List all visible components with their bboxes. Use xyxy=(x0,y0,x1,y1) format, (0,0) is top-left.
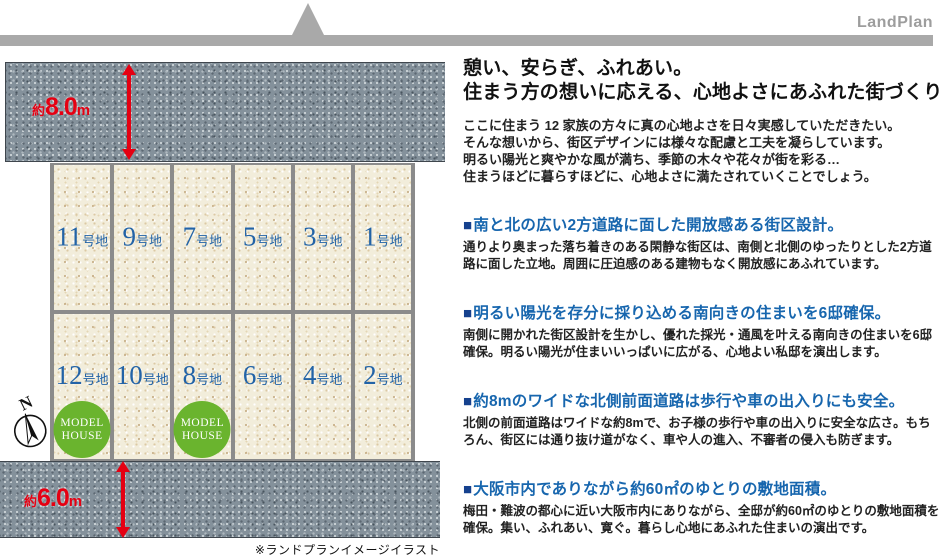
page-title-line1: 憩い、安らぎ、ふれあい。 xyxy=(463,58,693,79)
landplan-logo: LandPlan xyxy=(856,14,933,31)
intro-line: ここに住まう 12 家族の方々に真の心地よさを日々実感していただきたい。 xyxy=(463,118,901,133)
page-title: 憩い、安らぎ、ふれあい。 住まう方の想いに応える、心地よさにあふれた街づくり。 xyxy=(463,57,940,104)
section-heading: ■南と北の広い2方道路に面した開放感ある街区設計。 xyxy=(463,217,844,234)
lot-number: 1号地 xyxy=(363,220,403,251)
intro-line: 住まうほどに暮らすほどに、心地よさに満たされていくことでしょう。 xyxy=(463,169,877,184)
lot-3: 3号地 xyxy=(294,165,351,310)
bullet-square-icon: ■ xyxy=(463,393,473,410)
road-north: 約8.0m xyxy=(5,62,445,162)
lot-12: 12号地 MODEL HOUSE xyxy=(53,314,111,459)
lot-number: 4号地 xyxy=(302,360,343,390)
lot-10: 10号地 xyxy=(114,314,171,459)
lot-number: 6号地 xyxy=(242,360,283,390)
lot-11: 11号地 xyxy=(54,165,111,310)
section-heading: ■大阪市内でありながら約60㎡のゆとりの敷地面積。 xyxy=(463,481,837,498)
bullet-square-icon: ■ xyxy=(463,217,473,234)
model-house-badge: MODEL HOUSE xyxy=(173,401,231,458)
dimension-arrow-north xyxy=(122,64,136,160)
section-body: 梅田・難波の都心に近い大阪市内にありながら、全邸が約60㎡のゆとりの敷地面積を確… xyxy=(463,504,940,535)
lot-7: 7号地 xyxy=(174,165,231,310)
bullet-square-icon: ■ xyxy=(463,481,473,498)
section-street-design: ■南と北の広い2方道路に面した開放感ある街区設計。 通りより奥まった落ち着きのあ… xyxy=(463,213,940,273)
lot-1: 1号地 xyxy=(354,165,411,310)
intro-line: 明るい陽光と爽やかな風が満ち、季節の木々や花々が街を彩る… xyxy=(463,152,841,167)
dimension-label-north: 約8.0m xyxy=(32,93,91,121)
model-house-badge: MODEL HOUSE xyxy=(53,401,111,458)
intro-paragraph: ここに住まう 12 家族の方々に真の心地よさを日々実感していただきたい。 そんな… xyxy=(463,117,940,185)
dimension-label-south: 約6.0m xyxy=(24,484,83,512)
north-pointer-triangle xyxy=(292,3,324,35)
lot-4: 4号地 xyxy=(294,314,351,459)
lot-number: 9号地 xyxy=(122,220,162,251)
lot-number: 7号地 xyxy=(182,220,223,251)
section-body: 南側に開かれた街区設計を生かし、優れた採光・通風を叶える南向きの住まいを6邸確保… xyxy=(463,328,933,359)
section-site-area: ■大阪市内でありながら約60㎡のゆとりの敷地面積。 梅田・難波の都心に近い大阪市… xyxy=(463,477,940,537)
intro-line: そんな想いから、街区デザインには様々な配慮と工夫を凝らしています。 xyxy=(463,135,891,150)
plan-caption: ※ランドプランイメージイラスト xyxy=(254,543,440,557)
lot-2: 2号地 xyxy=(354,314,411,459)
road-south: 約6.0m xyxy=(0,461,440,538)
section-heading: ■明るい陽光を存分に採り込める南向きの住まいを6邸確保。 xyxy=(463,305,891,322)
dimension-arrow-south xyxy=(116,461,130,538)
lot-6: 6号地 xyxy=(234,314,291,459)
lot-number: 3号地 xyxy=(302,220,343,251)
section-body: 通りより奥まった落ち着きのある閑静な街区は、南側と北側のゆったりとした2方道路に… xyxy=(463,240,932,271)
lot-number: 8号地 xyxy=(182,360,223,390)
section-wide-road: ■約8mのワイドな北側前面道路は歩行や車の出入りにも安全。 北側の前面道路はワイ… xyxy=(463,389,940,449)
header-rule-bar xyxy=(0,35,933,46)
section-south-facing: ■明るい陽光を存分に採り込める南向きの住まいを6邸確保。 南側に開かれた街区設計… xyxy=(463,301,940,361)
lot-5: 5号地 xyxy=(234,165,291,310)
compass-icon: N xyxy=(13,394,47,448)
section-heading: ■約8mのワイドな北側前面道路は歩行や車の出入りにも安全。 xyxy=(463,393,905,410)
lot-number: 11号地 xyxy=(56,220,109,251)
lot-grid: 11号地 9号地 7号地 5号地 3号地 1号地 12号地 MODEL HOUSE… xyxy=(50,163,415,461)
lot-number: 2号地 xyxy=(363,360,403,390)
compass-n-label: N xyxy=(16,394,36,414)
lot-number: 10号地 xyxy=(115,360,169,390)
lot-8: 8号地 MODEL HOUSE xyxy=(173,314,231,459)
lot-number: 5号地 xyxy=(242,220,283,251)
page-title-line2: 住まう方の想いに応える、心地よさにあふれた街づくり。 xyxy=(463,81,940,103)
lot-number: 12号地 xyxy=(55,360,109,390)
lot-9: 9号地 xyxy=(114,165,171,310)
bullet-square-icon: ■ xyxy=(463,305,473,322)
section-body: 北側の前面道路はワイドな約8mで、お子様の歩行や車の出入りに安全な広さ。もちろん… xyxy=(463,416,931,447)
description-column: 憩い、安らぎ、ふれあい。 住まう方の想いに応える、心地よさにあふれた街づくり。 … xyxy=(463,57,940,537)
